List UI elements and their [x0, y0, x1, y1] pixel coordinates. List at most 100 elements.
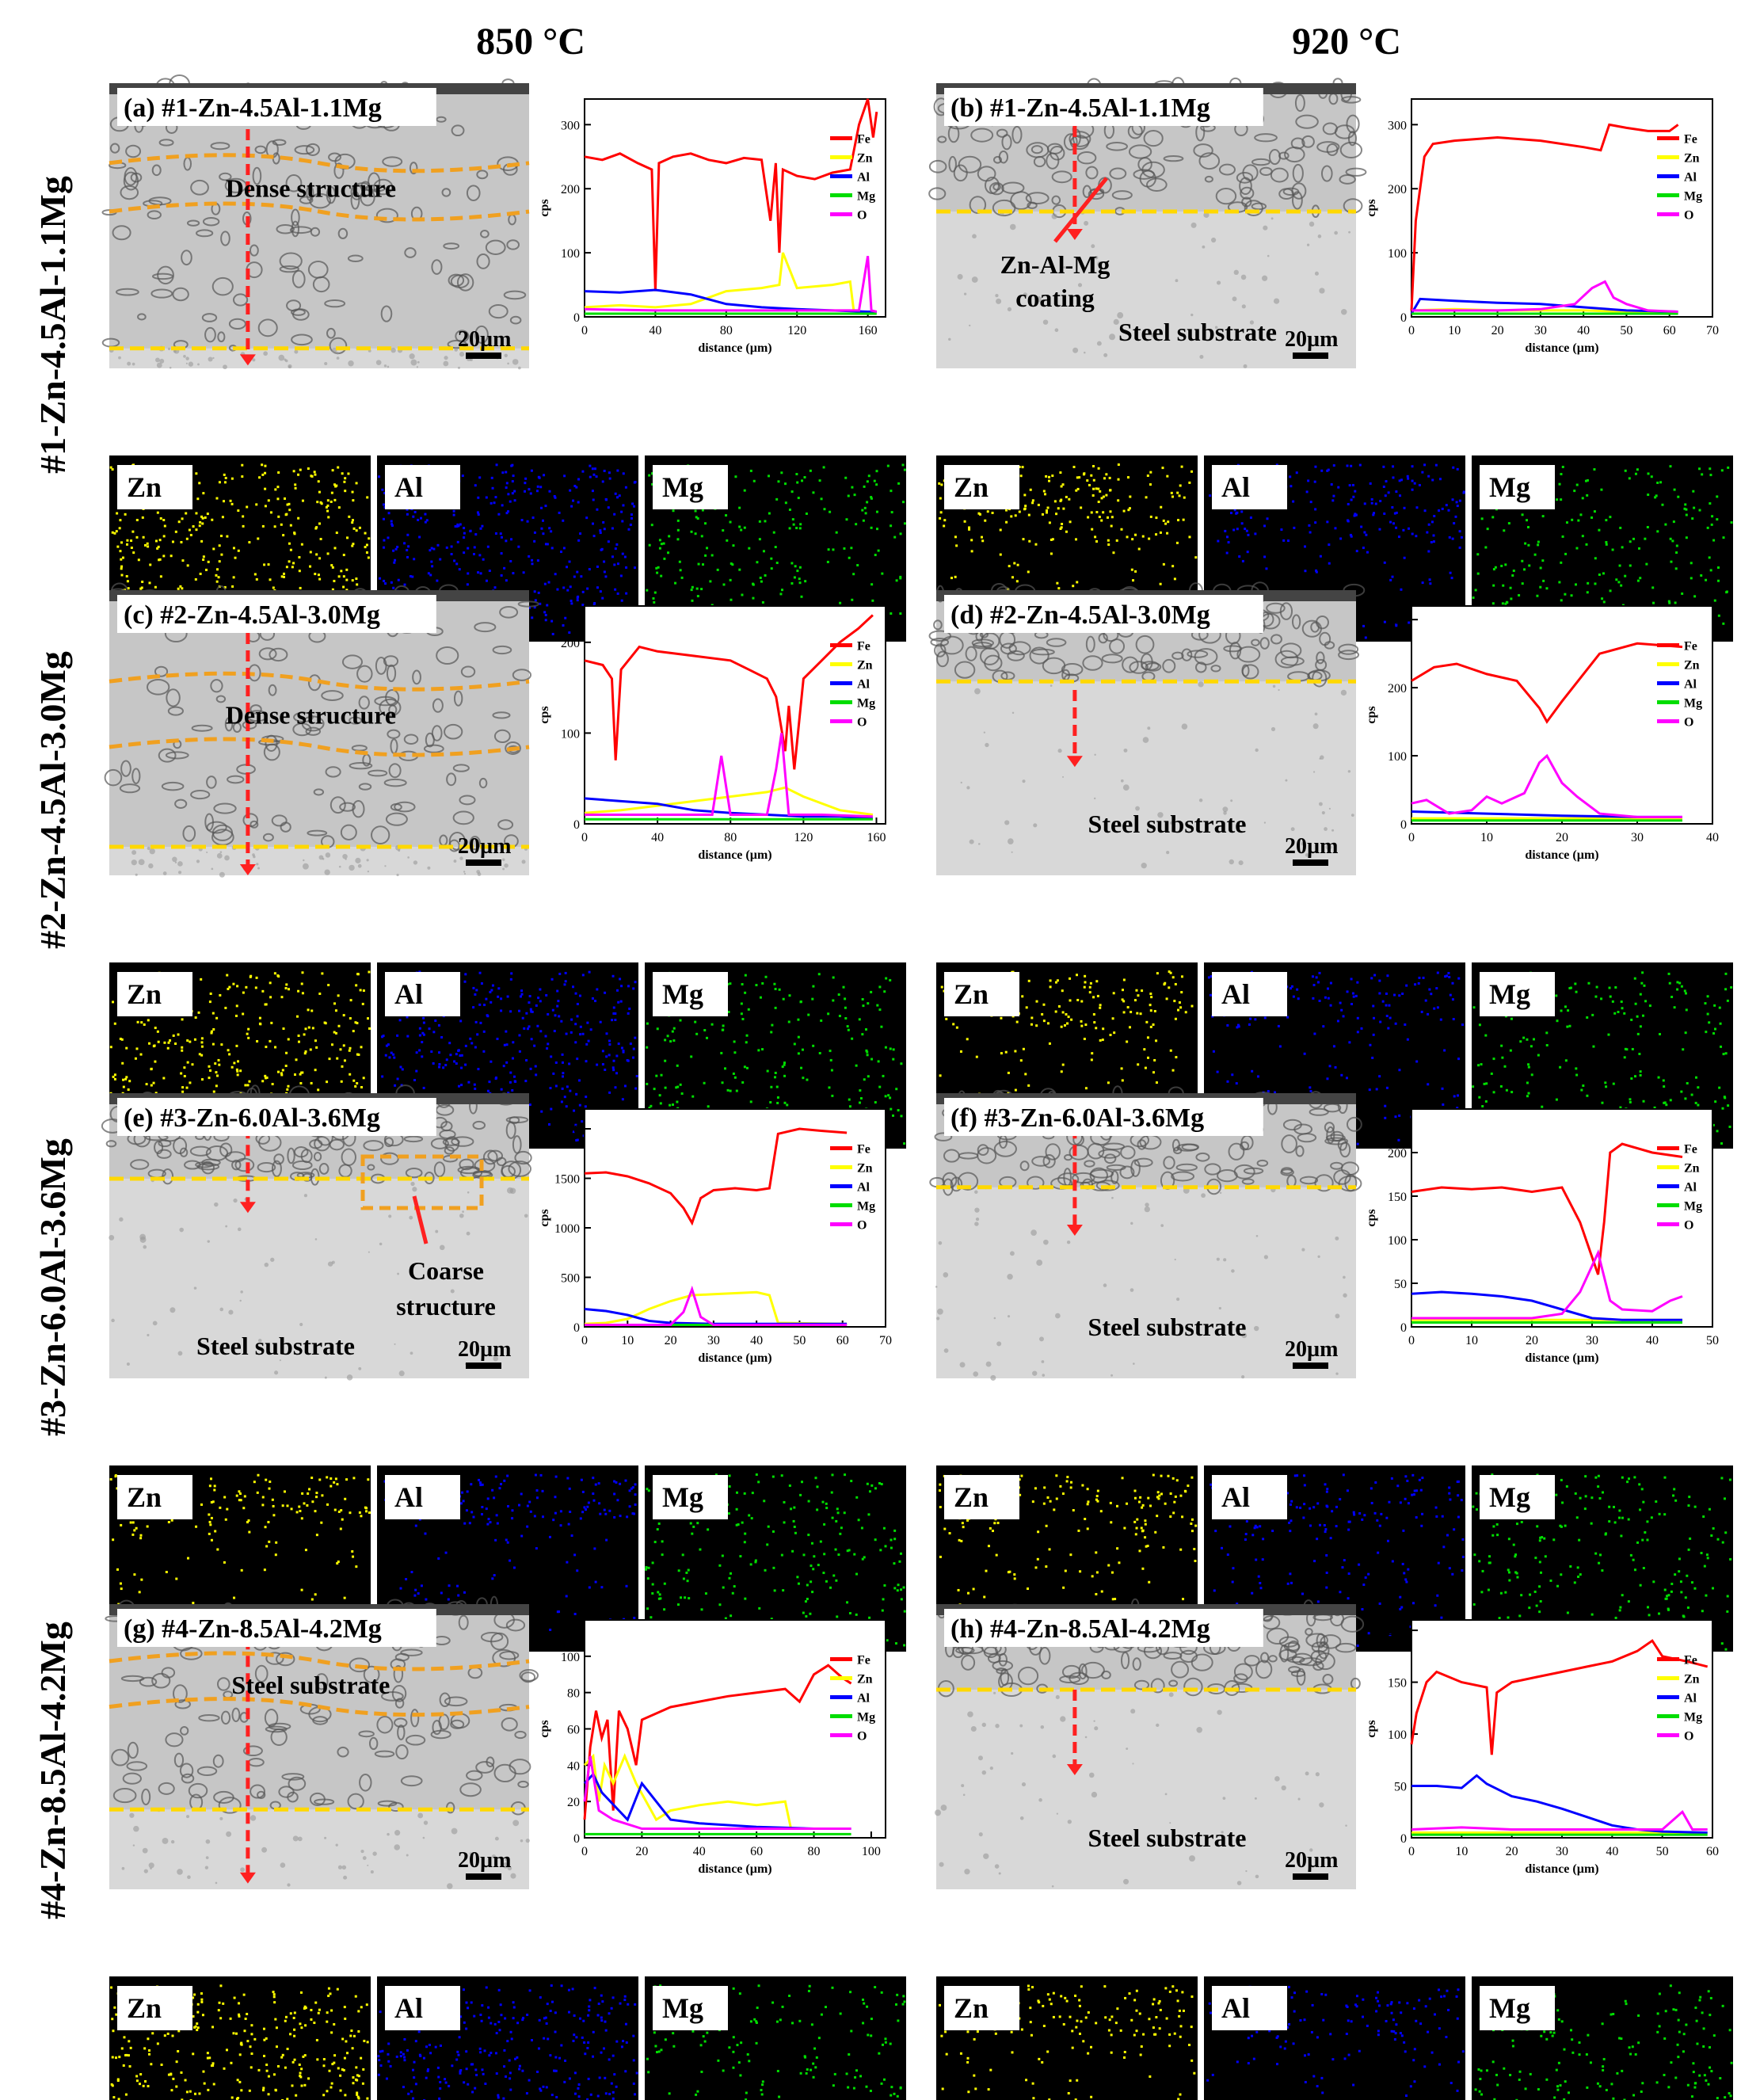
- substrate-texture: [935, 1185, 1347, 1381]
- scale-bar: [1293, 1873, 1328, 1880]
- coating-layer: [109, 83, 529, 349]
- legend-label-zn: Zn: [1684, 1162, 1700, 1176]
- chart-frame: [1411, 1619, 1713, 1839]
- panel-c: (c) #2-Zn-4.5Al-3.0Mg Dense structure 20µm…: [104, 582, 906, 1149]
- x-tick-label: 10: [1448, 324, 1461, 337]
- x-tick-label: 80: [724, 831, 737, 844]
- y-tick-label: 150: [1388, 1191, 1407, 1204]
- y-tick-label: 300: [1388, 119, 1407, 132]
- map-label-zn: Zn: [127, 978, 162, 1010]
- map-label-box: [944, 465, 1019, 509]
- map-label-box: [1212, 972, 1287, 1016]
- map-label-mg: Mg: [1489, 1992, 1530, 2024]
- legend-label-al: Al: [857, 678, 870, 692]
- panel-e: (e) #3-Zn-6.0Al-3.6Mg Coarse structure Stee…: [101, 1084, 906, 1652]
- x-tick-label: 40: [651, 831, 664, 844]
- map-label-zn: Zn: [127, 471, 162, 503]
- y-axis-label: cps: [538, 706, 551, 723]
- map-label-al: Al: [1221, 471, 1250, 503]
- map-label-mg: Mg: [662, 1992, 703, 2024]
- x-axis-label: distance (µm): [698, 1862, 771, 1876]
- x-tick-label: 120: [787, 324, 806, 337]
- annotation-coarse-2: structure: [396, 1292, 496, 1321]
- x-tick-label: 30: [1631, 831, 1644, 844]
- chart-frame: [1411, 1108, 1713, 1328]
- series-line-fe: [583, 1664, 852, 1820]
- x-tick-label: 20: [635, 1845, 648, 1858]
- y-tick-label: 0: [1400, 311, 1407, 325]
- chart-frame: [584, 1108, 886, 1328]
- map-label-box: [117, 972, 192, 1016]
- series-line-fe: [584, 98, 878, 292]
- x-tick-label: 0: [1408, 1845, 1415, 1858]
- x-tick-label: 20: [1526, 1334, 1538, 1347]
- x-axis-label: distance (µm): [1525, 1351, 1598, 1365]
- map-label-mg: Mg: [662, 1481, 703, 1513]
- panel-title: (c) #2-Zn-4.5Al-3.0Mg: [124, 600, 380, 630]
- map-label-mg: Mg: [1489, 1481, 1530, 1513]
- y-tick-label: 50: [1394, 1781, 1407, 1794]
- x-tick-label: 20: [1556, 831, 1568, 844]
- x-axis-label: distance (µm): [698, 341, 771, 355]
- y-tick-label: 120: [561, 1614, 580, 1628]
- annotation-dense-structure: Steel substrate: [231, 1671, 390, 1699]
- y-tick-label: 2000: [554, 1123, 580, 1137]
- legend-label-zn: Zn: [1684, 1673, 1700, 1686]
- legend-label-mg: Mg: [1684, 697, 1702, 711]
- chart-frame: [584, 605, 886, 825]
- legend-label-al: Al: [1684, 678, 1697, 692]
- series-line-o: [583, 1755, 851, 1830]
- x-tick-label: 50: [793, 1334, 806, 1347]
- series-line-zn: [1411, 307, 1678, 313]
- x-tick-label: 10: [1455, 1845, 1468, 1858]
- y-axis-label: cps: [1365, 706, 1378, 723]
- y-tick-label: 150: [1388, 1677, 1407, 1690]
- map-label-al: Al: [394, 471, 423, 503]
- x-tick-label: 60: [1706, 1845, 1719, 1858]
- y-tick-label: 200: [1388, 183, 1407, 196]
- panel-title: (e) #3-Zn-6.0Al-3.6Mg: [124, 1103, 380, 1133]
- dense-band-bottom: [109, 1697, 530, 1717]
- x-tick-label: 0: [1408, 831, 1415, 844]
- scale-bar-label: 20µm: [458, 1337, 511, 1362]
- annotation-dense-structure: Dense structure: [226, 173, 396, 202]
- x-tick-label: 20: [665, 1334, 677, 1347]
- legend-label-o: O: [1684, 1730, 1693, 1744]
- legend-label-mg: Mg: [857, 190, 875, 204]
- eds-dots-al: [377, 1984, 638, 2100]
- series-line-al: [583, 1772, 851, 1830]
- y-axis-label: cps: [1365, 1209, 1378, 1226]
- y-tick-label: 80: [567, 1687, 580, 1701]
- y-tick-label: 100: [1388, 1728, 1407, 1742]
- panel-b: (b) #1-Zn-4.5Al-1.1Mg Zn-Al-Mg coating Stee…: [928, 77, 1733, 642]
- row-label-3: #3-Zn-6.0Al-3.6Mg: [32, 1138, 73, 1436]
- legend-label-zn: Zn: [1684, 659, 1700, 673]
- annotation-dense-structure: Dense structure: [226, 701, 396, 730]
- series-line-fe: [1410, 123, 1679, 311]
- substrate-texture: [948, 209, 1350, 368]
- annotation-substrate: Steel substrate: [1118, 318, 1277, 346]
- panel-title: (d) #2-Zn-4.5Al-3.0Mg: [950, 600, 1210, 630]
- panel-title-box: [944, 1098, 1263, 1136]
- annotation-substrate: Steel substrate: [196, 1332, 355, 1360]
- x-tick-label: 40: [1706, 831, 1719, 844]
- legend-label-zn: Zn: [1684, 152, 1700, 166]
- x-tick-label: 50: [1656, 1845, 1669, 1858]
- y-tick-label: 20: [567, 1796, 580, 1809]
- map-label-al: Al: [394, 1992, 423, 2024]
- legend-label-fe: Fe: [857, 1143, 870, 1157]
- linescan-arrowhead: [239, 354, 256, 366]
- y-tick-label: 100: [561, 727, 580, 741]
- legend-label-mg: Mg: [857, 697, 875, 711]
- map-label-mg: Mg: [662, 471, 703, 503]
- substrate-texture: [121, 1807, 530, 1889]
- chart-frame: [1411, 98, 1713, 318]
- linescan-arrowhead: [1066, 1225, 1083, 1236]
- x-tick-label: 40: [693, 1845, 706, 1858]
- y-axis-label: cps: [1365, 199, 1378, 216]
- legend-label-fe: Fe: [857, 1654, 870, 1667]
- row-label-1: #1-Zn-4.5Al-1.1Mg: [32, 176, 73, 474]
- y-tick-label: 300: [561, 119, 580, 132]
- scale-bar: [1293, 1363, 1328, 1369]
- y-axis-label: cps: [538, 1720, 551, 1737]
